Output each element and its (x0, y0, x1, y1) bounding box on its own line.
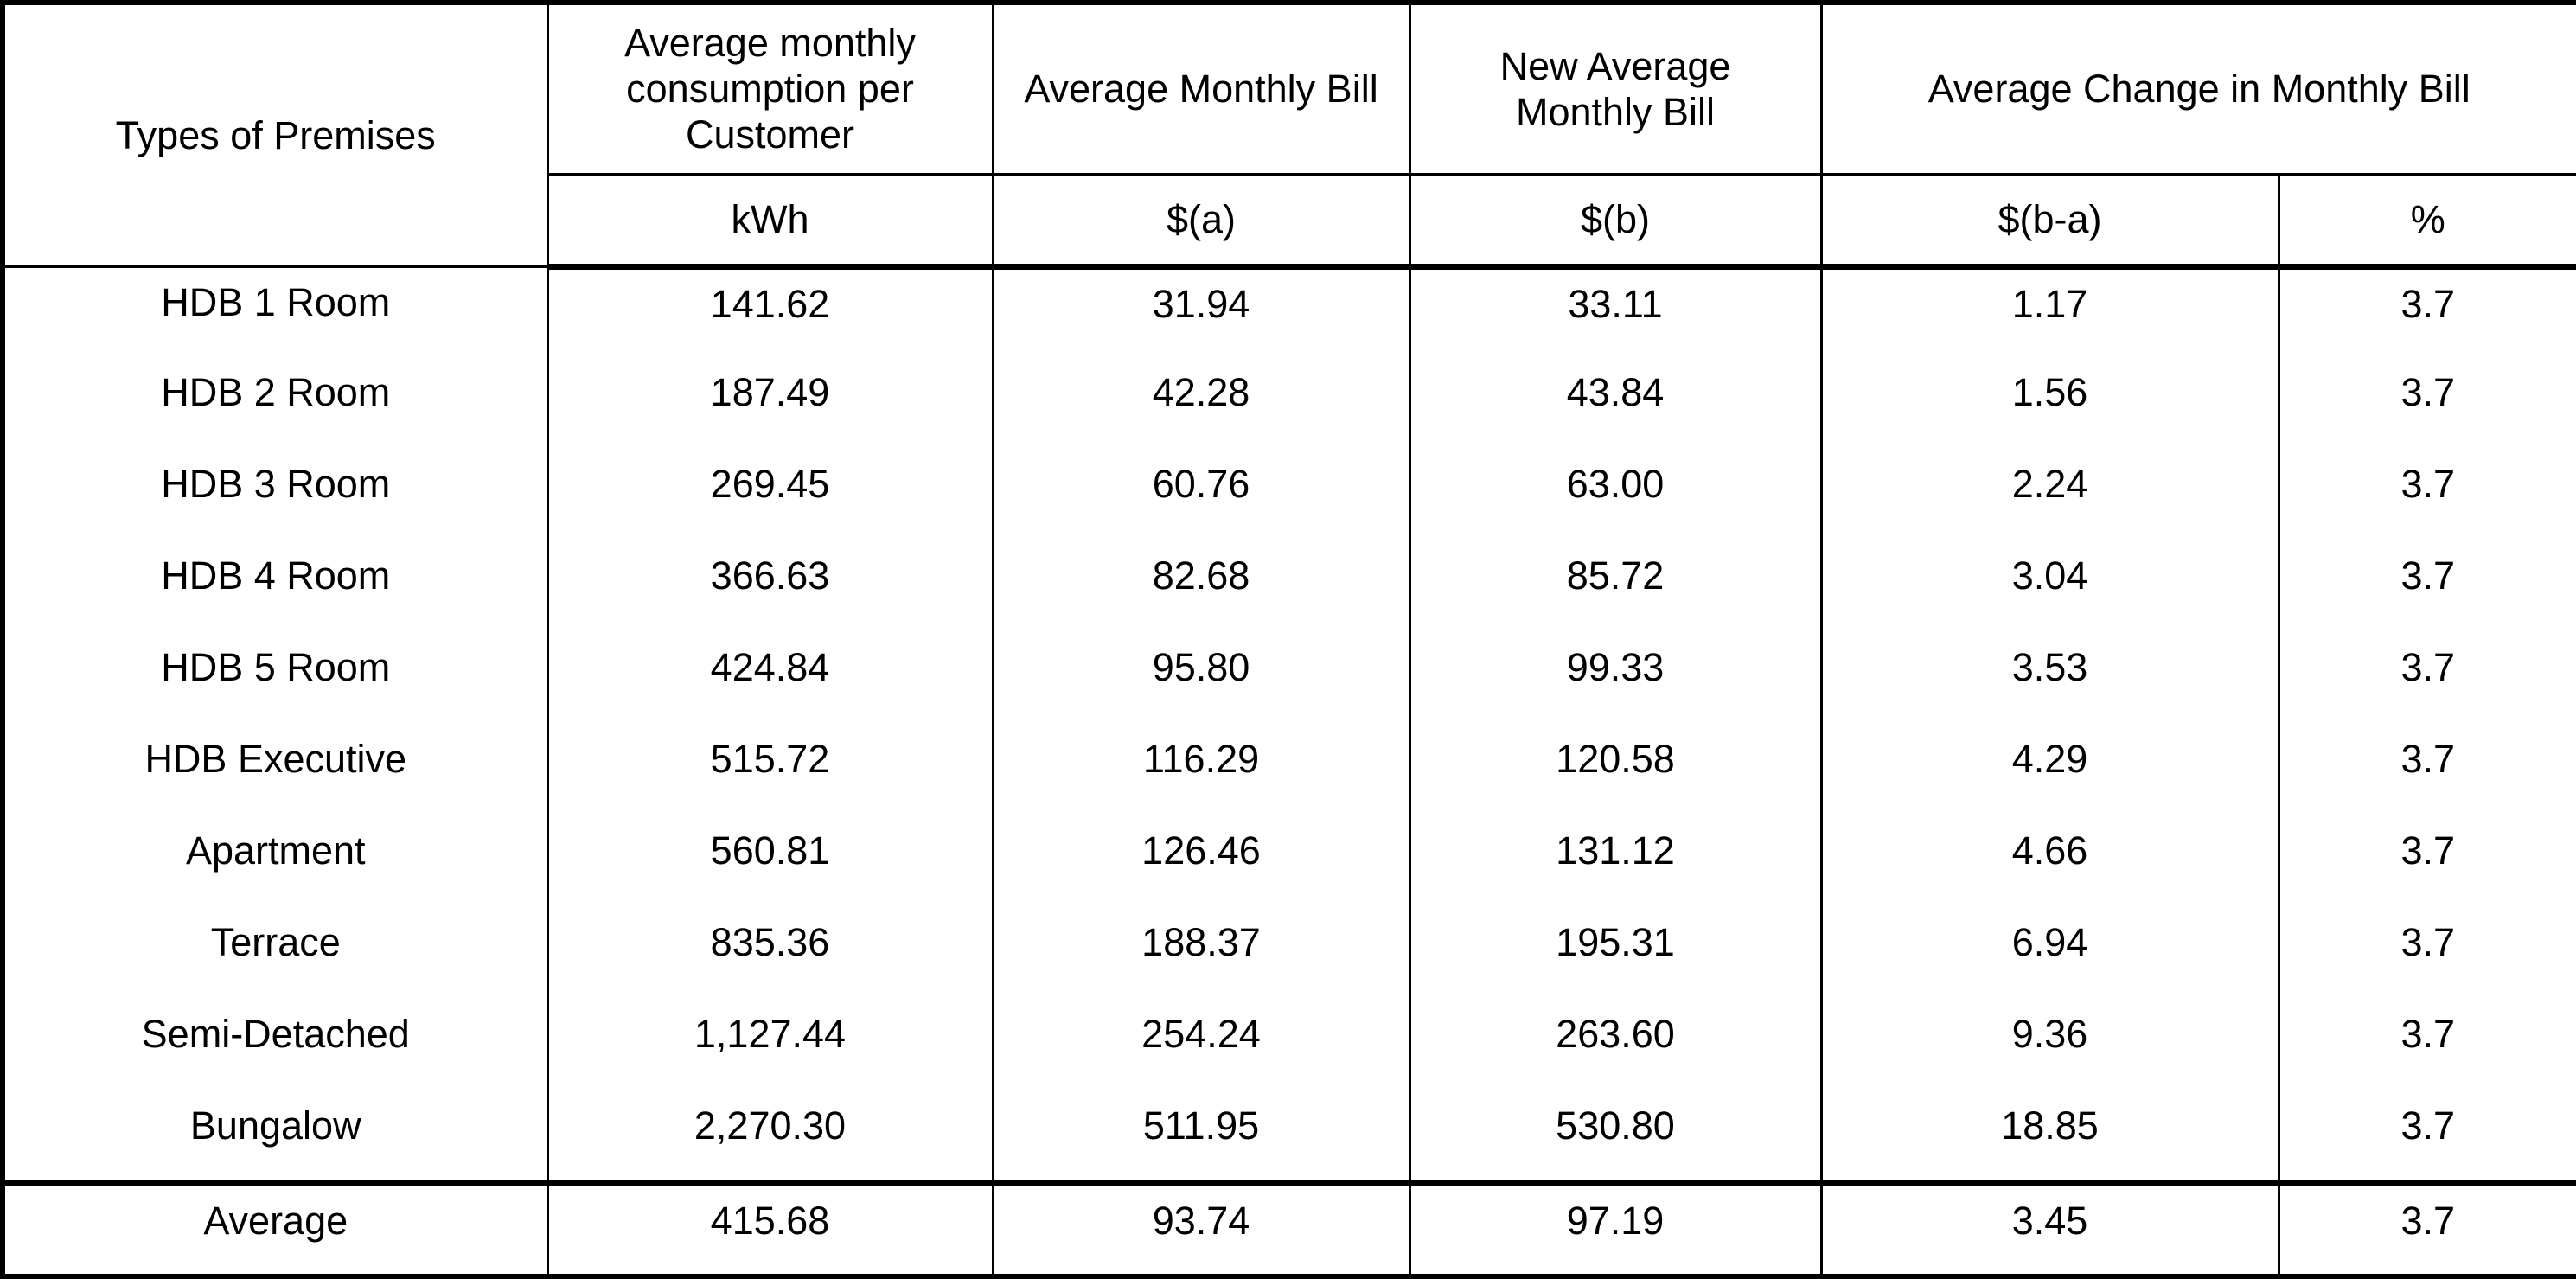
unit-dollar-b: $(b) (1408, 174, 1823, 270)
cell-premises: HDB 4 Room (1, 541, 549, 633)
cell-premises: HDB 1 Room (1, 266, 549, 358)
cell-kwh: 560.81 (546, 816, 994, 908)
table-row-hdb-4-room: HDB 4 Room 366.63 82.68 85.72 3.04 3.7 (1, 541, 2576, 633)
cell-kwh: 269.45 (546, 450, 994, 541)
unit-kwh: kWh (546, 174, 994, 270)
table-row-semi-detached: Semi-Detached 1,127.44 254.24 263.60 9.3… (1, 1000, 2576, 1091)
unit-dollar-b-minus-a: $(b-a) (1819, 174, 2280, 270)
cell-change-percent: 3.7 (2277, 1180, 2576, 1276)
cell-bill-b: 63.00 (1408, 450, 1823, 541)
cell-change-dollar: 2.24 (1819, 450, 2280, 541)
cell-premises: HDB 5 Room (1, 633, 549, 725)
table-row-bungalow: Bungalow 2,270.30 511.95 530.80 18.85 3.… (1, 1091, 2576, 1183)
cell-bill-a: 93.74 (991, 1180, 1411, 1276)
table-row-hdb-2-room: HDB 2 Room 187.49 42.28 43.84 1.56 3.7 (1, 358, 2576, 450)
cell-bill-b: 97.19 (1408, 1180, 1823, 1276)
cell-premises: HDB 2 Room (1, 358, 549, 450)
header-types-of-premises-label: Types of Premises (115, 112, 436, 157)
cell-bill-a: 60.76 (991, 450, 1411, 541)
cell-bill-b: 33.11 (1408, 266, 1823, 358)
header-row-units: kWh $(a) $(b) $(b-a) % (3, 174, 2576, 270)
cell-change-dollar: 9.36 (1819, 1000, 2280, 1091)
cell-change-percent: 3.7 (2277, 908, 2576, 1000)
header-average-monthly-bill-label: Average Monthly Bill (1024, 67, 1378, 112)
cell-premises: Semi-Detached (1, 1000, 549, 1091)
average-row: Average 415.68 93.74 97.19 3.45 3.7 (1, 1180, 2576, 1276)
cell-bill-b: 85.72 (1408, 541, 1823, 633)
cell-bill-a: 126.46 (991, 816, 1411, 908)
cell-change-percent: 3.7 (2277, 1091, 2576, 1183)
cell-bill-a: 31.94 (991, 266, 1411, 358)
cell-bill-a: 254.24 (991, 1000, 1411, 1091)
cell-premises: Terrace (1, 908, 549, 1000)
cell-bill-a: 82.68 (991, 541, 1411, 633)
cell-premises: HDB 3 Room (1, 450, 549, 541)
table-row-hdb-executive: HDB Executive 515.72 116.29 120.58 4.29 … (1, 725, 2576, 816)
cell-kwh: 2,270.30 (546, 1091, 994, 1183)
cell-kwh: 835.36 (546, 908, 994, 1000)
cell-change-dollar: 6.94 (1819, 908, 2280, 1000)
cell-bill-b: 131.12 (1408, 816, 1823, 908)
cell-change-dollar: 4.29 (1819, 725, 2280, 816)
cell-change-percent: 3.7 (2277, 1000, 2576, 1091)
header-average-change: Average Change in Monthly Bill (1819, 3, 2576, 176)
cell-bill-b: 195.31 (1408, 908, 1823, 1000)
cell-bill-b: 263.60 (1408, 1000, 1823, 1091)
table-row-hdb-5-room: HDB 5 Room 424.84 95.80 99.33 3.53 3.7 (1, 633, 2576, 725)
cell-kwh: 1,127.44 (546, 1000, 994, 1091)
cell-bill-b: 43.84 (1408, 358, 1823, 450)
cell-change-dollar: 18.85 (1819, 1091, 2280, 1183)
table-row-terrace: Terrace 835.36 188.37 195.31 6.94 3.7 (1, 908, 2576, 1000)
header-consumption-label: Average monthly consumption per Customer (624, 21, 916, 157)
cell-change-dollar: 4.66 (1819, 816, 2280, 908)
cell-change-percent: 3.7 (2277, 266, 2576, 358)
cell-premises: Average (1, 1180, 549, 1276)
cell-premises: HDB Executive (1, 725, 549, 816)
cell-kwh: 366.63 (546, 541, 994, 633)
cell-change-dollar: 3.45 (1819, 1180, 2280, 1276)
table-row-hdb-3-room: HDB 3 Room 269.45 60.76 63.00 2.24 3.7 (1, 450, 2576, 541)
cell-bill-b: 530.80 (1408, 1091, 1823, 1183)
cell-bill-a: 511.95 (991, 1091, 1411, 1183)
header-new-average-monthly-bill-label: New Average Monthly Bill (1499, 43, 1731, 134)
cell-change-dollar: 3.04 (1819, 541, 2280, 633)
table-row-apartment: Apartment 560.81 126.46 131.12 4.66 3.7 (1, 816, 2576, 908)
cell-change-percent: 3.7 (2277, 358, 2576, 450)
unit-percent: % (2277, 174, 2576, 270)
cell-bill-b: 99.33 (1408, 633, 1823, 725)
header-row-1: Types of Premises Average monthly consum… (1, 3, 2576, 268)
unit-dollar-a: $(a) (991, 174, 1411, 270)
cell-change-percent: 3.7 (2277, 725, 2576, 816)
cell-kwh: 424.84 (546, 633, 994, 725)
cell-premises: Bungalow (1, 1091, 549, 1183)
cell-change-percent: 3.7 (2277, 450, 2576, 541)
cell-change-percent: 3.7 (2277, 633, 2576, 725)
cell-change-percent: 3.7 (2277, 816, 2576, 908)
header-new-average-monthly-bill: New Average Monthly Bill (1408, 3, 1823, 176)
header-average-monthly-bill: Average Monthly Bill (991, 3, 1411, 176)
cell-kwh: 515.72 (546, 725, 994, 816)
cell-kwh: 141.62 (546, 266, 994, 358)
cell-change-percent: 3.7 (2277, 541, 2576, 633)
cell-change-dollar: 1.56 (1819, 358, 2280, 450)
header-average-change-label: Average Change in Monthly Bill (1927, 67, 2471, 112)
cell-kwh: 187.49 (546, 358, 994, 450)
cell-bill-a: 188.37 (991, 908, 1411, 1000)
cell-premises: Apartment (1, 816, 549, 908)
header-types-of-premises: Types of Premises (1, 3, 549, 268)
cell-change-dollar: 3.53 (1819, 633, 2280, 725)
cell-bill-a: 116.29 (991, 725, 1411, 816)
cell-bill-a: 42.28 (991, 358, 1411, 450)
cell-change-dollar: 1.17 (1819, 266, 2280, 358)
cell-kwh: 415.68 (546, 1180, 994, 1276)
cell-bill-a: 95.80 (991, 633, 1411, 725)
cell-bill-b: 120.58 (1408, 725, 1823, 816)
header-consumption: Average monthly consumption per Customer (546, 3, 994, 176)
table-row-hdb-1-room: HDB 1 Room 141.62 31.94 33.11 1.17 3.7 (1, 266, 2576, 358)
